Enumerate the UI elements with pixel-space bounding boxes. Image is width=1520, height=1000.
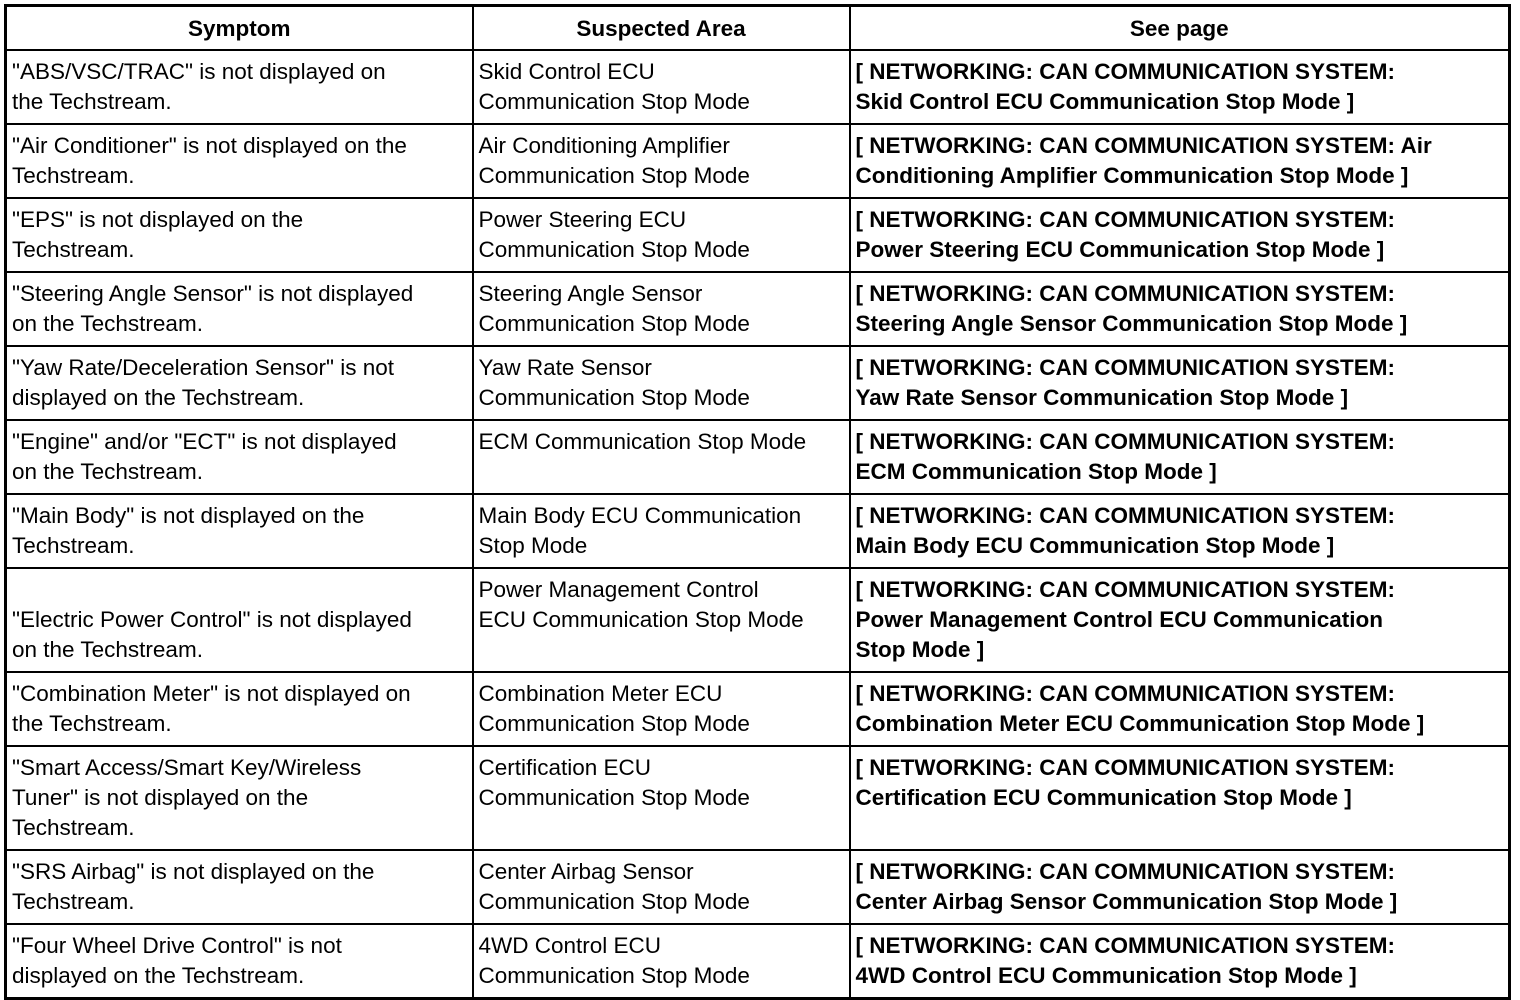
symptom-cell: "Four Wheel Drive Control" is not displa… (4, 923, 474, 1000)
symptom-table: Symptom Suspected Area See page "ABS/VSC… (4, 4, 1511, 1000)
see-page-link[interactable]: [ NETWORKING: CAN COMMUNICATION SYSTEM: … (848, 123, 1511, 199)
symptom-cell: "SRS Airbag" is not displayed on the Tec… (4, 849, 474, 925)
see-page-link[interactable]: [ NETWORKING: CAN COMMUNICATION SYSTEM: … (848, 567, 1511, 673)
header-row: Symptom Suspected Area See page (4, 4, 1511, 51)
header-suspected-area: Suspected Area (471, 4, 851, 51)
table-body: "ABS/VSC/TRAC" is not displayed on the T… (4, 49, 1511, 1000)
symptom-cell: "Yaw Rate/Deceleration Sensor" is not di… (4, 345, 474, 421)
see-page-link[interactable]: [ NETWORKING: CAN COMMUNICATION SYSTEM: … (848, 849, 1511, 925)
table-row: "Steering Angle Sensor" is not displayed… (4, 271, 1511, 347)
header-see-page: See page (848, 4, 1511, 51)
table-row: "Engine" and/or "ECT" is not displayed o… (4, 419, 1511, 495)
table-row: "ABS/VSC/TRAC" is not displayed on the T… (4, 49, 1511, 125)
table-row: "Air Conditioner" is not displayed on th… (4, 123, 1511, 199)
suspected-area-cell: Power Steering ECU Communication Stop Mo… (471, 197, 851, 273)
table-row: "Smart Access/Smart Key/Wireless Tuner" … (4, 745, 1511, 851)
table-row: "Combination Meter" is not displayed on … (4, 671, 1511, 747)
suspected-area-cell: 4WD Control ECU Communication Stop Mode (471, 923, 851, 1000)
table-row: "EPS" is not displayed on the Techstream… (4, 197, 1511, 273)
suspected-area-cell: Air Conditioning Amplifier Communication… (471, 123, 851, 199)
table-row: "Main Body" is not displayed on the Tech… (4, 493, 1511, 569)
symptom-cell: "Engine" and/or "ECT" is not displayed o… (4, 419, 474, 495)
table-row: "Electric Power Control" is not displaye… (4, 567, 1511, 673)
suspected-area-cell: Skid Control ECU Communication Stop Mode (471, 49, 851, 125)
see-page-link[interactable]: [ NETWORKING: CAN COMMUNICATION SYSTEM: … (848, 493, 1511, 569)
see-page-link[interactable]: [ NETWORKING: CAN COMMUNICATION SYSTEM: … (848, 197, 1511, 273)
suspected-area-cell: Steering Angle Sensor Communication Stop… (471, 271, 851, 347)
header-symptom: Symptom (4, 4, 474, 51)
symptom-cell: "Air Conditioner" is not displayed on th… (4, 123, 474, 199)
see-page-link[interactable]: [ NETWORKING: CAN COMMUNICATION SYSTEM: … (848, 49, 1511, 125)
see-page-link[interactable]: [ NETWORKING: CAN COMMUNICATION SYSTEM: … (848, 419, 1511, 495)
suspected-area-cell: Power Management Control ECU Communicati… (471, 567, 851, 673)
symptom-cell: "ABS/VSC/TRAC" is not displayed on the T… (4, 49, 474, 125)
see-page-link[interactable]: [ NETWORKING: CAN COMMUNICATION SYSTEM: … (848, 271, 1511, 347)
suspected-area-cell: Combination Meter ECU Communication Stop… (471, 671, 851, 747)
see-page-link[interactable]: [ NETWORKING: CAN COMMUNICATION SYSTEM: … (848, 345, 1511, 421)
symptom-cell: "Main Body" is not displayed on the Tech… (4, 493, 474, 569)
symptom-cell: "Combination Meter" is not displayed on … (4, 671, 474, 747)
symptom-cell: "Smart Access/Smart Key/Wireless Tuner" … (4, 745, 474, 851)
table-row: "Four Wheel Drive Control" is not displa… (4, 923, 1511, 1000)
see-page-link[interactable]: [ NETWORKING: CAN COMMUNICATION SYSTEM: … (848, 923, 1511, 1000)
suspected-area-cell: ECM Communication Stop Mode (471, 419, 851, 495)
symptom-cell: "Electric Power Control" is not displaye… (4, 567, 474, 673)
symptom-cell: "EPS" is not displayed on the Techstream… (4, 197, 474, 273)
suspected-area-cell: Main Body ECU Communication Stop Mode (471, 493, 851, 569)
table-row: "Yaw Rate/Deceleration Sensor" is not di… (4, 345, 1511, 421)
see-page-link[interactable]: [ NETWORKING: CAN COMMUNICATION SYSTEM: … (848, 671, 1511, 747)
see-page-link[interactable]: [ NETWORKING: CAN COMMUNICATION SYSTEM: … (848, 745, 1511, 851)
table-row: "SRS Airbag" is not displayed on the Tec… (4, 849, 1511, 925)
suspected-area-cell: Center Airbag Sensor Communication Stop … (471, 849, 851, 925)
suspected-area-cell: Yaw Rate Sensor Communication Stop Mode (471, 345, 851, 421)
suspected-area-cell: Certification ECU Communication Stop Mod… (471, 745, 851, 851)
symptom-cell: "Steering Angle Sensor" is not displayed… (4, 271, 474, 347)
